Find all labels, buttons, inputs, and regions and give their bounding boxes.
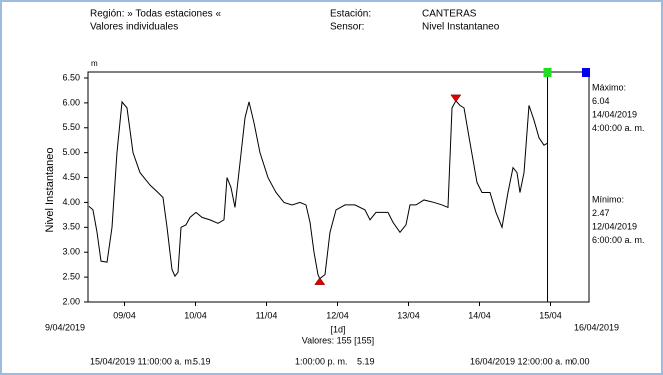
maximum-label: Máximo: bbox=[592, 82, 626, 92]
y-tick-label: 6.50 bbox=[62, 72, 80, 82]
y-tick-label: 6.00 bbox=[62, 97, 80, 107]
x-tick-label: 13/04 bbox=[397, 310, 420, 320]
y-tick-label: 4.00 bbox=[62, 197, 80, 207]
x-tick-label: 15/04 bbox=[539, 310, 562, 320]
cursor-time: 16/04/2019 12:00:00 a. m. bbox=[470, 356, 575, 366]
x-tick-label: 11/04 bbox=[256, 310, 278, 320]
y-tick-label: 3.00 bbox=[62, 247, 80, 257]
plot-area bbox=[88, 100, 548, 280]
y-tick-label: 5.00 bbox=[62, 147, 80, 157]
cursor-reading: 5.19 bbox=[193, 356, 211, 366]
minimum-value: 2.47 bbox=[592, 208, 610, 218]
maximum-value: 6.04 bbox=[592, 96, 610, 106]
mode-label: Valores individuales bbox=[90, 22, 178, 33]
x-tick-label: 10/04 bbox=[184, 310, 207, 320]
maximum-time: 4:00:00 a. m. bbox=[592, 123, 645, 133]
y-tick-label: 2.00 bbox=[62, 296, 80, 306]
level-line bbox=[88, 100, 548, 280]
x-tick-label: 14/04 bbox=[468, 310, 491, 320]
plot-frame bbox=[87, 71, 590, 303]
y-tick-label: 3.50 bbox=[62, 222, 80, 232]
station-label: Estación: bbox=[330, 9, 371, 20]
maximum-marker bbox=[450, 94, 462, 103]
region-label: Región: » Todas estaciones « bbox=[90, 9, 221, 20]
y-tick-label: 5.50 bbox=[62, 122, 80, 132]
x-start-label: 9/04/2019 bbox=[45, 322, 85, 332]
minimum-label: Mínimo: bbox=[592, 194, 624, 204]
y-tick-label: 4.50 bbox=[62, 172, 80, 182]
y-axis-title: Nivel Instantaneo bbox=[44, 148, 56, 233]
interval-time: 1:00:00 p. m. bbox=[295, 356, 348, 366]
sensor-name: Nivel Instantaneo bbox=[422, 22, 500, 33]
cursor-time: 15/04/2019 11:00:00 a. m. bbox=[90, 356, 194, 366]
sensor-label: Sensor: bbox=[330, 22, 364, 33]
cursor-handle bbox=[582, 68, 590, 77]
interval-reading: 5.19 bbox=[357, 356, 375, 366]
values-count: Valores: 155 [155] bbox=[302, 335, 374, 345]
minimum-time: 6:00:00 a. m. bbox=[592, 235, 645, 245]
y-unit: m bbox=[91, 59, 98, 68]
station-name: CANTERAS bbox=[422, 9, 477, 20]
maximum-date: 14/04/2019 bbox=[592, 109, 637, 119]
y-tick-label: 2.50 bbox=[62, 271, 80, 281]
cursor-reading: 0.00 bbox=[572, 356, 590, 366]
minimum-date: 12/04/2019 bbox=[592, 221, 637, 231]
x-interval: [1d] bbox=[330, 324, 345, 334]
minimum-marker bbox=[314, 277, 326, 285]
x-end-label: 16/04/2019 bbox=[574, 322, 619, 332]
x-tick-label: 09/04 bbox=[113, 310, 136, 320]
x-tick-label: 12/04 bbox=[326, 310, 349, 320]
cursor-handle bbox=[543, 68, 552, 77]
